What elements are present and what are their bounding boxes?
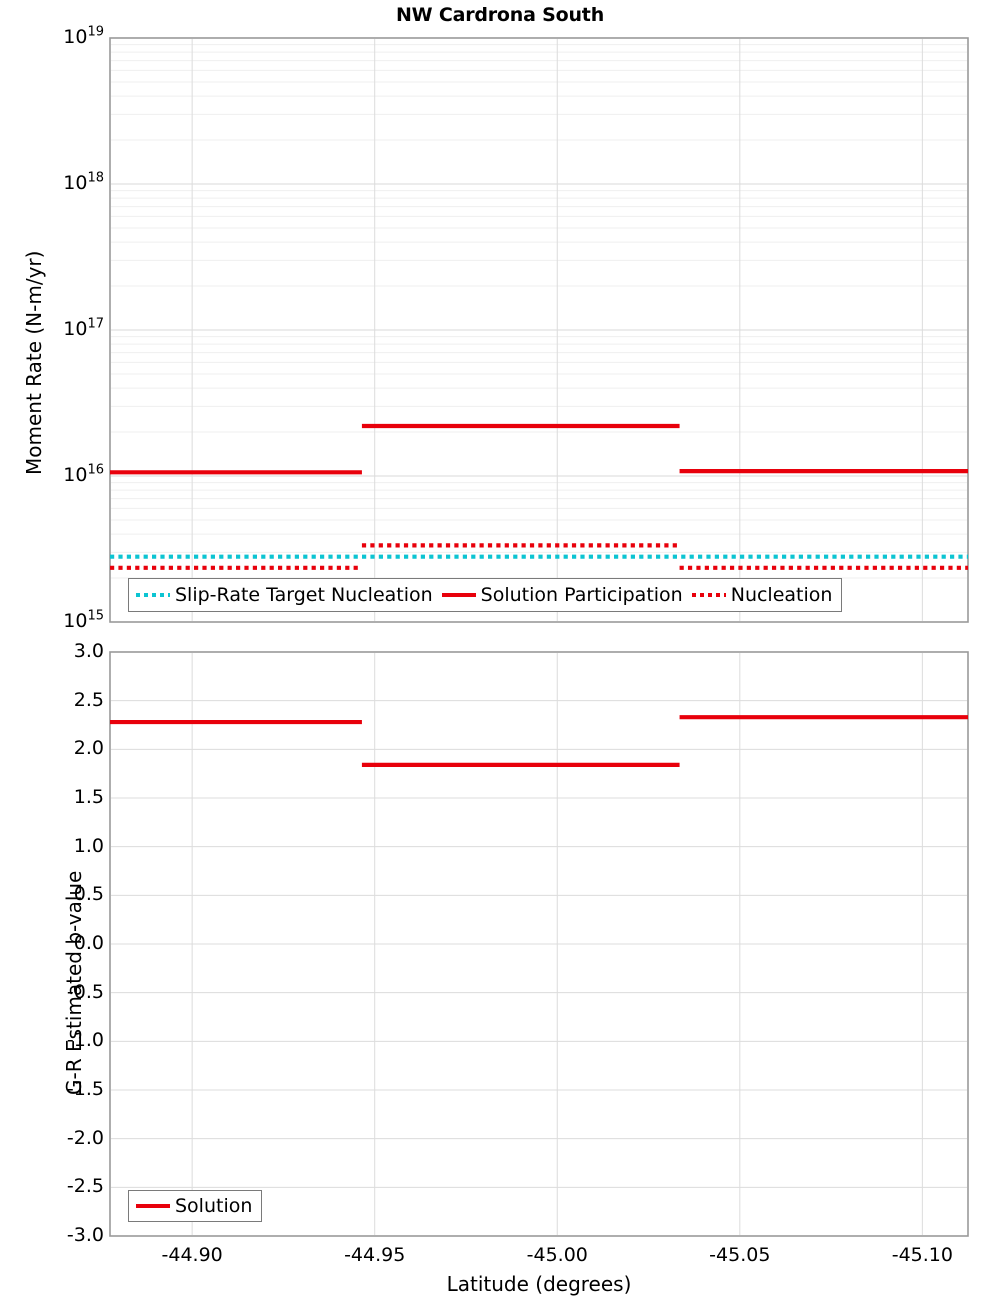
legend-entry-slip-rate-target-nucleation[interactable]: Slip-Rate Target Nucleation xyxy=(136,584,442,606)
bottom-ytick-label: 0.0 xyxy=(73,932,104,954)
legend-entry-nucleation[interactable]: Nucleation xyxy=(691,584,835,606)
bottom-xtick-label: -45.05 xyxy=(709,1244,771,1266)
bottom-x-axis-label: Latitude (degrees) xyxy=(446,1272,632,1296)
top-minor-gridlines xyxy=(111,44,967,579)
bottom-ytick-label: -2.5 xyxy=(66,1175,104,1198)
bottom-ytick-label: -3.0 xyxy=(66,1224,104,1246)
top-axes-frame xyxy=(109,37,969,623)
bottom-ytick-label: 0.5 xyxy=(73,883,104,906)
bottom-xtick-label: -44.90 xyxy=(161,1244,223,1266)
legend-label-slip-rate-target-nucleation: Slip-Rate Target Nucleation xyxy=(175,584,433,606)
legend-swatch-solid-red-icon xyxy=(441,593,476,597)
top-ytick-1e15: 1015 xyxy=(63,608,104,632)
top-ytick-1e16: 1016 xyxy=(63,462,104,486)
bottom-ytick-label: 2.5 xyxy=(73,688,104,711)
bottom-xtick-label: -44.95 xyxy=(344,1244,406,1266)
top-ytick-1e19: 1019 xyxy=(63,24,104,48)
top-legend[interactable]: Slip-Rate Target Nucleation Solution Par… xyxy=(128,578,843,612)
legend-label-nucleation: Nucleation xyxy=(730,584,833,606)
legend-label-solution: Solution xyxy=(175,1195,253,1217)
bottom-data-series xyxy=(110,715,968,768)
page-title: NW Cardrona South xyxy=(395,4,605,26)
bottom-axes-frame xyxy=(109,651,969,1237)
bottom-ytick-label: 1.0 xyxy=(73,834,104,857)
legend-entry-solution-participation[interactable]: Solution Participation xyxy=(441,584,692,606)
bottom-ytick-label: -2.0 xyxy=(66,1126,104,1149)
legend-swatch-solid-red-icon xyxy=(136,1204,170,1208)
top-major-hgridlines xyxy=(111,183,967,477)
top-ytick-1e17: 1017 xyxy=(63,316,104,340)
legend-swatch-dotted-cyan-icon xyxy=(136,593,170,597)
bottom-legend[interactable]: Solution xyxy=(128,1190,263,1222)
top-y-axis-label: Moment Rate (N-m/yr) xyxy=(22,250,46,475)
legend-entry-solution[interactable]: Solution xyxy=(136,1195,254,1217)
top-vertical-gridlines xyxy=(191,39,923,621)
legend-swatch-dotted-red-icon xyxy=(691,593,726,597)
bottom-ytick-label: -0.5 xyxy=(66,980,104,1003)
bottom-ytick-label: 1.5 xyxy=(73,786,104,808)
bottom-ytick-label: -1.0 xyxy=(66,1029,104,1052)
bottom-ytick-label: -1.5 xyxy=(66,1078,104,1100)
bottom-gridlines xyxy=(111,653,967,1235)
bottom-ytick-label: 3.0 xyxy=(73,640,104,662)
legend-label-solution-participation: Solution Participation xyxy=(480,584,683,606)
bottom-xtick-label: -45.10 xyxy=(891,1244,953,1266)
top-ytick-1e18: 1018 xyxy=(63,170,104,194)
bottom-xtick-label: -45.00 xyxy=(526,1244,588,1266)
bottom-ytick-label: 2.0 xyxy=(73,737,104,760)
top-data-series xyxy=(110,423,968,570)
